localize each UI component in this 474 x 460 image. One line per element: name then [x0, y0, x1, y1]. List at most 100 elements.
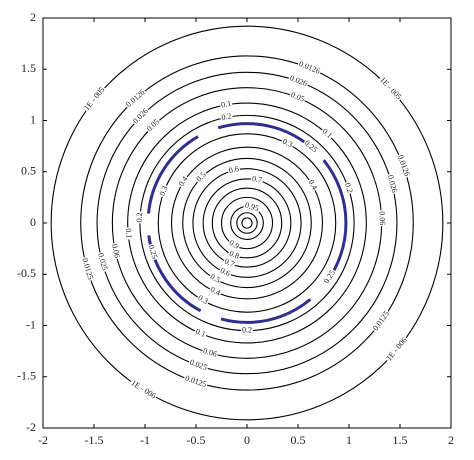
label-background: [95, 251, 109, 273]
x-tick-label: 2: [448, 433, 454, 447]
contour-label-text: 0.7: [251, 174, 263, 185]
contour-label-text: 0.0125: [80, 257, 95, 281]
contour-label-text: 0.9: [228, 238, 241, 251]
contour-label: 0.9: [226, 238, 242, 252]
contour-label-text: 0.06: [202, 346, 218, 359]
contour-label: 0.4: [207, 285, 223, 298]
contour-label-text: 0.25: [147, 244, 160, 260]
label-background: [158, 184, 171, 199]
label-background: [207, 272, 223, 286]
x-tick-label: -0.5: [187, 433, 206, 447]
label-background: [131, 106, 151, 127]
contour-label: 1E - 005: [82, 85, 108, 114]
x-tick-label: 1.5: [393, 433, 408, 447]
contour-label: 0.1: [193, 327, 208, 340]
contour-label-text: 0.2: [135, 212, 145, 222]
label-background: [322, 268, 338, 287]
contour-label-text: 0.0126: [396, 154, 412, 178]
contour-label: 0.0126: [296, 59, 322, 77]
y-tick-label: 2: [30, 10, 36, 24]
contour-label-text: 0.0126: [298, 59, 322, 76]
contour-label: 0.3: [158, 184, 171, 199]
label-background: [296, 59, 322, 77]
contour-label: 0.2: [219, 111, 234, 123]
contour-label: 0.0125: [80, 256, 95, 282]
contour-label: 0.026: [287, 73, 310, 89]
contour-label-text: 1E - 005: [82, 85, 106, 112]
label-background: [187, 358, 209, 373]
y-tick-label: -1: [26, 317, 36, 331]
contour-line: [211, 187, 283, 259]
label-background: [226, 249, 242, 262]
contour-label: 0.0126: [395, 153, 412, 179]
label-background: [219, 99, 233, 110]
y-tick-label: 0: [30, 215, 36, 229]
contour-label: 1E - 005: [377, 75, 403, 103]
contour-label: 1E - 006: [384, 335, 410, 364]
contour-label: 0.25: [146, 243, 159, 261]
contour-label-text: 0.7: [223, 257, 236, 269]
contour-label-text: 1E - 006: [384, 336, 409, 363]
contour-label-text: 0.1: [124, 228, 134, 239]
contour-label: 0.025: [95, 251, 109, 273]
contour-label: 0.6: [217, 266, 233, 279]
contour-line: [236, 212, 258, 234]
contour-label-text: 0.2: [242, 325, 252, 334]
label-background: [242, 201, 261, 214]
label-background: [217, 266, 233, 279]
label-background: [305, 177, 319, 193]
contour-label: 0.4: [305, 177, 320, 193]
label-background: [109, 242, 121, 260]
contour-line: [170, 146, 324, 300]
contour-label: 0.3: [195, 293, 210, 307]
contour-label: 0.06: [109, 242, 122, 260]
contour-label: 0.8: [226, 249, 242, 262]
contour-label: 0.06: [201, 346, 219, 360]
label-background: [384, 335, 410, 364]
contour-label-text: 0.025: [188, 358, 208, 372]
label-background: [226, 238, 242, 252]
label-background: [377, 210, 386, 227]
contour-label: 0.5: [194, 170, 209, 185]
label-background: [177, 174, 191, 189]
contour-label-text: 0.2: [343, 182, 355, 194]
contour-line: [96, 71, 398, 375]
contour-line: [241, 217, 253, 229]
contour-label: 0.1: [219, 99, 233, 110]
contour-label-text: 0.0125: [184, 374, 208, 389]
label-background: [342, 180, 355, 195]
label-background: [319, 126, 334, 141]
contour-label-text: 0.8: [228, 249, 241, 261]
y-tick-label: -2: [26, 420, 36, 434]
label-background: [144, 117, 163, 135]
label-background: [219, 112, 234, 123]
contour-label: 0.5: [207, 272, 223, 286]
label-background: [250, 174, 264, 186]
label-background: [123, 227, 133, 240]
y-tick-label: 1.5: [21, 61, 36, 75]
contour-line: [80, 55, 414, 391]
contour-label-text: 0.2: [221, 111, 233, 122]
contour-label: 0.6: [227, 164, 241, 176]
y-tick-label: 1: [30, 112, 36, 126]
contour-label: 0.026: [385, 173, 399, 195]
contour-label-text: 1E - 005: [378, 75, 403, 101]
label-background: [80, 256, 95, 282]
x-tick-label: -2: [38, 433, 48, 447]
label-background: [124, 87, 148, 110]
contour-label-text: 0.0126: [124, 88, 146, 109]
contour-label-text: 0.06: [110, 243, 122, 259]
contour-label-text: 0.05: [145, 117, 161, 133]
label-background: [241, 326, 253, 335]
x-tick-label: -1.5: [85, 433, 104, 447]
contour-label: 0.05: [288, 90, 307, 105]
contour-line: [157, 133, 337, 313]
label-background: [280, 137, 295, 150]
contour-label-text: 0.95: [244, 200, 260, 213]
contour-label-text: 0.4: [307, 178, 320, 191]
x-tick-label: -1: [140, 433, 150, 447]
contour-label-text: 0.6: [228, 164, 240, 175]
contour-label: 0.05: [144, 117, 163, 135]
